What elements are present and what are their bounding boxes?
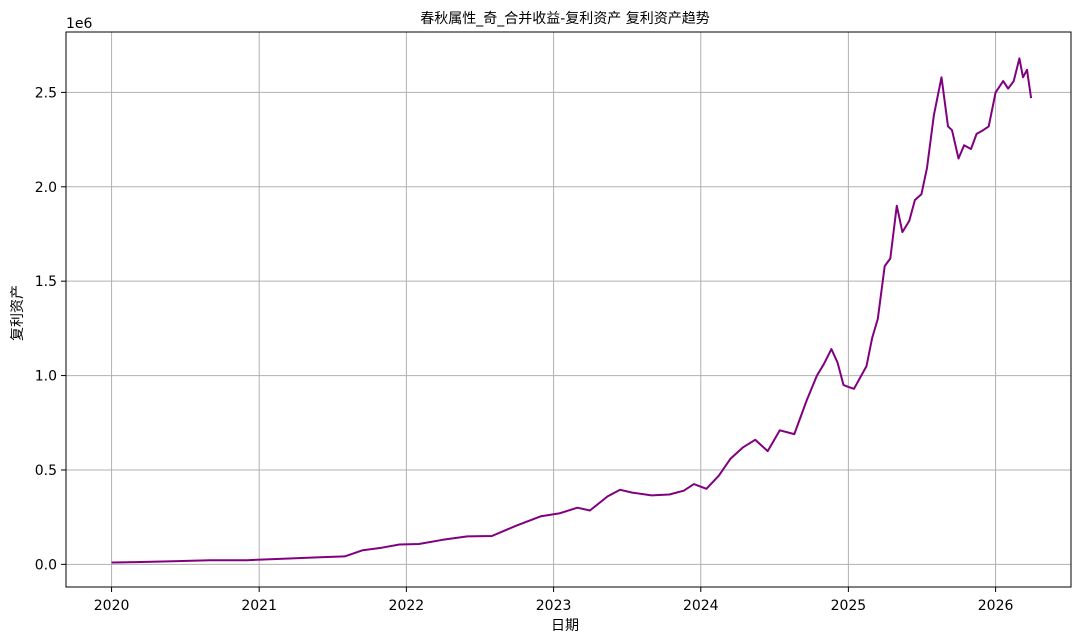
y-tick-label: 2.5: [35, 85, 57, 101]
y-tick-label: 1.5: [35, 274, 57, 290]
x-tick-label: 2026: [978, 598, 1014, 614]
y-tick-label: 1.0: [35, 369, 57, 385]
x-tick-label: 2020: [94, 598, 130, 614]
x-tick-label: 2025: [831, 598, 867, 614]
y-axis: 0.0 0.5 1.0 1.5 2.0 2.5: [35, 85, 66, 573]
chart-title: 春秋属性_奇_合并收益-复利资产 复利资产趋势: [420, 10, 710, 27]
x-tick-label: 2021: [241, 598, 277, 614]
x-axis-label: 日期: [551, 618, 579, 634]
grid: [66, 32, 1071, 587]
series-group: [111, 57, 1033, 564]
x-axis: 2020 2021 2022 2023 2024 2025 2026: [94, 587, 1014, 614]
y-axis-label: 复利资产: [9, 285, 26, 341]
plot-frame: [65, 31, 1072, 588]
x-tick-label: 2023: [536, 598, 572, 614]
y-tick-label: 2.0: [35, 180, 57, 196]
x-tick-label: 2024: [683, 598, 719, 614]
y-tick-label: 0.0: [35, 557, 57, 573]
y-tick-label: 0.5: [35, 463, 57, 479]
y-offset-label: 1e6: [66, 16, 93, 32]
x-tick-label: 2022: [389, 598, 425, 614]
series-line: [111, 57, 1033, 564]
